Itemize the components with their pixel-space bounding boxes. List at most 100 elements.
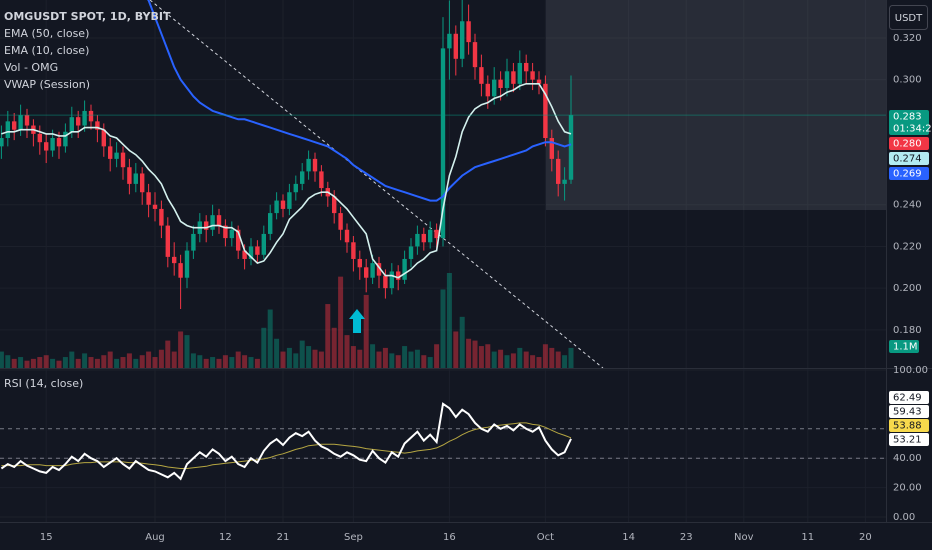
volume-bar <box>395 355 401 368</box>
candle-body <box>12 121 17 130</box>
volume-bar <box>69 351 75 368</box>
currency-label[interactable]: USDT <box>895 13 923 24</box>
volume-bar <box>267 309 273 368</box>
x-tick-label: 16 <box>443 532 456 543</box>
rsi-pane <box>0 402 886 481</box>
candle-body <box>293 183 298 193</box>
candle-body <box>159 208 164 226</box>
volume-bar <box>152 357 158 368</box>
price-tag-bg <box>889 167 929 180</box>
price-tag-bg <box>889 110 929 135</box>
x-tick-label: 12 <box>219 532 232 543</box>
volume-bar <box>408 351 414 368</box>
volume-bar <box>312 349 318 368</box>
y-tick-label: 0.200 <box>893 283 922 294</box>
y-tick-label: 0.220 <box>893 241 922 252</box>
volume-bar <box>139 355 145 368</box>
candle-body <box>5 121 10 139</box>
volume-bar <box>568 347 574 368</box>
candle-body <box>216 215 222 226</box>
volume-bar <box>280 351 286 368</box>
candle-body <box>485 83 490 97</box>
candle-body <box>108 146 113 159</box>
candle-body <box>236 229 241 251</box>
rsi-tick-label: 100.00 <box>893 365 928 376</box>
price-tag: 0.283 <box>893 112 922 123</box>
price-tag: 0.269 <box>893 169 922 180</box>
candle-body <box>95 121 100 130</box>
candle-body <box>140 173 145 193</box>
volume-bar <box>242 355 248 368</box>
candle-body <box>300 171 305 184</box>
volume-bar <box>286 347 292 368</box>
volume-bar <box>414 349 420 368</box>
candle-body <box>76 117 81 126</box>
volume-bar <box>370 344 376 368</box>
y-tick-label: 0.240 <box>893 200 922 211</box>
rsi-tick-label: 40.00 <box>893 453 922 464</box>
arrow-up <box>349 309 365 333</box>
chart-title: OMGUSDT SPOT, 1D, BYBIT <box>4 10 171 23</box>
candle-body <box>376 263 382 276</box>
volume-bar <box>94 358 100 368</box>
rsi-line <box>0 402 572 481</box>
candle-body <box>306 158 311 172</box>
candle-body <box>312 158 318 172</box>
candle-body <box>556 158 561 184</box>
volume-bar <box>491 351 497 368</box>
volume-bar <box>542 344 548 368</box>
candle-body <box>434 229 439 239</box>
countdown: 01:34:21 <box>893 124 932 135</box>
ema10-line <box>1 83 572 279</box>
rsi-ma-line <box>1 422 572 469</box>
volume-bar <box>120 357 126 368</box>
price-tags: 0.283 0.280 0.274 0.269 01:34:21 1.1M 62.49 59.… <box>889 110 932 446</box>
rsi-tag: 53.21 <box>893 435 922 446</box>
volume-bar <box>306 346 312 368</box>
volume-bar <box>523 351 529 368</box>
candle-body <box>344 229 350 243</box>
volume-bar <box>562 355 568 368</box>
candle-body <box>492 79 497 97</box>
candle-body <box>37 133 42 143</box>
volume-bar <box>261 327 267 368</box>
legend-entry: VWAP (Session) <box>4 78 90 91</box>
volume-bar <box>485 344 491 368</box>
volume-bar <box>402 346 408 368</box>
candle-body <box>178 263 183 278</box>
legend-entry: EMA (50, close) <box>4 27 89 40</box>
volume-bar <box>184 335 190 368</box>
x-tick-label: Sep <box>344 532 363 543</box>
volume-bar <box>536 357 542 368</box>
candle-body <box>364 267 369 278</box>
candle-body <box>319 171 324 189</box>
volume-bar <box>11 358 17 368</box>
x-tick-label: Oct <box>537 532 554 543</box>
y-tick-label: 0.320 <box>893 33 922 44</box>
candle-body <box>396 271 401 280</box>
volume-bar <box>229 357 235 368</box>
candle-body <box>0 138 4 147</box>
volume-bar <box>235 351 241 368</box>
volume-bar <box>75 358 81 368</box>
volume-bar <box>62 357 68 368</box>
volume-bar <box>88 357 94 368</box>
candle-body <box>466 21 471 43</box>
candle-body <box>223 225 228 239</box>
volume-bar <box>440 289 446 368</box>
currency-button[interactable] <box>889 5 928 30</box>
candle-body <box>18 115 23 130</box>
candle-body <box>210 215 215 230</box>
candle-body <box>568 115 574 180</box>
volume-bar <box>453 331 459 368</box>
axes: 0.320 0.300 0.240 0.220 0.200 0.180 15 Aug 12 21 S… <box>40 33 928 543</box>
candle-body <box>338 213 343 230</box>
volume-bar <box>363 294 369 368</box>
volume-bar <box>82 353 88 368</box>
volume-bar <box>222 355 228 368</box>
volume-bar <box>421 355 427 368</box>
candle-body <box>127 167 132 184</box>
candle-body <box>460 21 465 59</box>
x-tick-label: 11 <box>801 532 814 543</box>
